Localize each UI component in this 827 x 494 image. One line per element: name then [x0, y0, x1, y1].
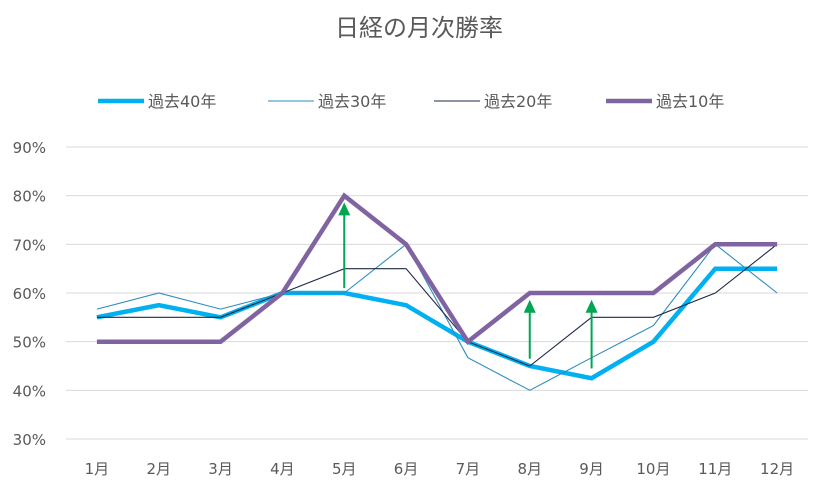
x-axis: 1月 2月 3月 4月 5月 6月 7月 8月 9月 10月 11月 12月: [85, 460, 794, 478]
series-line-過去40年: [96, 266, 778, 381]
x-tick-label: 12月: [760, 460, 794, 478]
series-line-過去30年: [96, 243, 778, 391]
x-tick-label: 10月: [636, 460, 670, 478]
annotation-layer: [338, 202, 598, 369]
x-tick-label: 5月: [332, 460, 357, 478]
legend: 過去40年 過去30年 過去20年 過去10年: [98, 92, 724, 111]
x-tick-label: 6月: [394, 460, 419, 478]
chart-title: 日経の月次勝率: [335, 14, 503, 42]
legend-label: 過去40年: [148, 92, 216, 111]
series-layer: [96, 192, 778, 391]
series-line-過去10年: [96, 192, 778, 346]
y-tick-label: 90%: [13, 139, 46, 157]
arrow-head: [338, 202, 351, 216]
x-tick-label: 3月: [208, 460, 233, 478]
arrow-head: [585, 299, 598, 313]
y-tick-label: 40%: [13, 382, 46, 400]
x-tick-label: 11月: [698, 460, 732, 478]
y-tick-label: 80%: [13, 188, 46, 206]
x-tick-label: 4月: [270, 460, 295, 478]
x-tick-label: 2月: [146, 460, 171, 478]
x-tick-label: 7月: [456, 460, 481, 478]
legend-label: 過去30年: [318, 92, 386, 111]
y-tick-label: 70%: [13, 236, 46, 254]
y-axis: 30% 40% 50% 60% 70% 80% 90%: [13, 139, 46, 449]
y-tick-label: 50%: [13, 334, 46, 352]
x-tick-label: 8月: [517, 460, 542, 478]
y-tick-label: 60%: [13, 285, 46, 303]
legend-label: 過去20年: [484, 92, 552, 111]
x-tick-label: 9月: [579, 460, 604, 478]
y-tick-label: 30%: [13, 431, 46, 449]
series-line-過去20年: [96, 243, 778, 367]
arrow-head: [523, 299, 536, 313]
x-tick-label: 1月: [85, 460, 110, 478]
legend-label: 過去10年: [656, 92, 724, 111]
